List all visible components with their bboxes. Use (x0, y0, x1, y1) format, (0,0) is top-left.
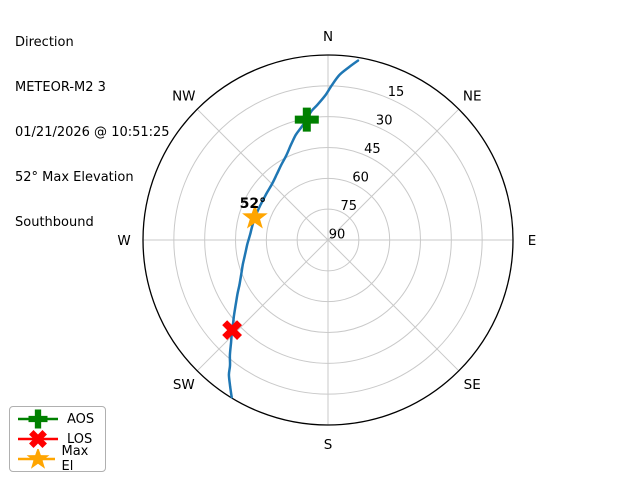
compass-label-sw: SW (173, 377, 195, 393)
los-marker-icon (222, 320, 242, 340)
legend-label: LOS (67, 431, 93, 447)
elevation-label-90: 90 (329, 228, 346, 243)
elevation-label-45: 45 (364, 142, 381, 157)
horizon-circle (142, 54, 514, 426)
compass-label-w: W (117, 233, 130, 249)
compass-label-ne: NE (463, 89, 482, 105)
max-el-annotation: 52° (240, 196, 266, 212)
star-icon (18, 449, 55, 469)
azimuth-spoke-45 (327, 108, 460, 241)
legend-item-aos: AOS (16, 409, 99, 429)
compass-label-n: N (323, 29, 333, 45)
legend-marker (28, 409, 48, 429)
elevation-label-75: 75 (341, 199, 358, 214)
pass-info-max-elev: 52° Max Elevation (15, 170, 134, 185)
compass-label-se: SE (464, 377, 481, 393)
pass-info-datetime: 01/21/2026 @ 10:51:25 (15, 125, 170, 140)
pass-info-satellite: METEOR-M2 3 (15, 80, 106, 95)
max-el-marker-icon (242, 204, 268, 229)
aos-marker-icon (294, 107, 319, 132)
pass-info-heading: Southbound (15, 215, 94, 230)
azimuth-spoke-315 (196, 108, 329, 241)
compass-label-e: E (528, 233, 537, 249)
legend-label: AOS (67, 411, 95, 427)
legend: AOS LOS Max El (9, 406, 106, 474)
x-icon (18, 430, 58, 448)
azimuth-spoke-135 (327, 239, 460, 372)
elevation-label-15: 15 (388, 85, 405, 100)
pass-info-direction: Direction (15, 35, 74, 50)
legend-marker (29, 430, 47, 448)
elevation-label-60: 60 (352, 171, 369, 186)
compass-label-s: S (324, 437, 333, 453)
elevation-label-30: 30 (376, 114, 393, 129)
azimuth-spoke-225 (196, 239, 329, 372)
pass-info-header: Direction METEOR-M2 3 01/21/2026 @ 10:51… (15, 5, 170, 245)
legend-item-max-el: Max El (16, 444, 99, 474)
legend-item-los: LOS (16, 429, 99, 449)
legend-marker (26, 449, 50, 469)
legend-label: Max El (61, 444, 89, 474)
plus-icon (18, 409, 58, 429)
compass-label-nw: NW (172, 89, 195, 105)
